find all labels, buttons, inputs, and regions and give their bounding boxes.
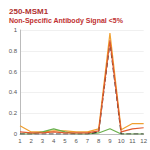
svg-text:0.8: 0.8 bbox=[9, 48, 18, 54]
svg-text:11: 11 bbox=[129, 138, 136, 144]
svg-text:0.4: 0.4 bbox=[9, 89, 18, 95]
svg-text:12: 12 bbox=[140, 138, 147, 144]
svg-text:6: 6 bbox=[75, 138, 79, 144]
svg-text:3: 3 bbox=[41, 138, 45, 144]
svg-text:7: 7 bbox=[86, 138, 90, 144]
svg-text:4: 4 bbox=[52, 138, 56, 144]
svg-text:0.2: 0.2 bbox=[9, 110, 18, 116]
svg-text:1: 1 bbox=[14, 27, 18, 33]
svg-text:1: 1 bbox=[18, 138, 22, 144]
svg-text:2: 2 bbox=[30, 138, 34, 144]
svg-text:9: 9 bbox=[108, 138, 112, 144]
svg-text:8: 8 bbox=[97, 138, 101, 144]
svg-text:0: 0 bbox=[14, 131, 18, 137]
svg-text:Non-Specific Antibody Signal <: Non-Specific Antibody Signal <5% bbox=[9, 17, 124, 25]
svg-text:10: 10 bbox=[118, 138, 125, 144]
svg-text:0.6: 0.6 bbox=[9, 69, 18, 75]
svg-text:5: 5 bbox=[63, 138, 67, 144]
svg-text:250-MSM1: 250-MSM1 bbox=[9, 7, 49, 16]
